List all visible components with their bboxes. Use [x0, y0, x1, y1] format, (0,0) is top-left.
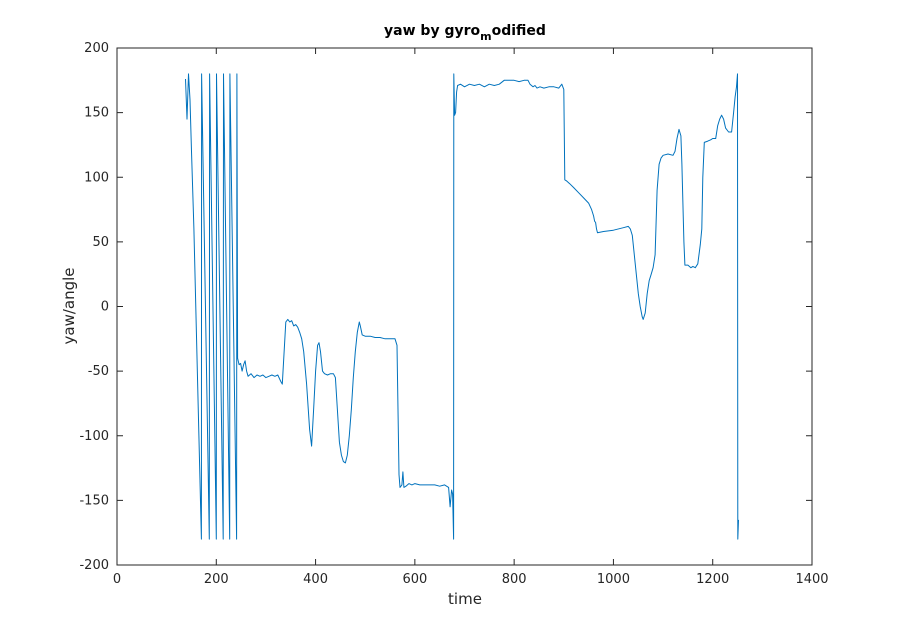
y-tick-label: 0 — [101, 300, 109, 315]
x-tick-label: 0 — [113, 572, 121, 587]
series — [185, 73, 739, 540]
x-axis-label: time — [448, 590, 482, 608]
y-tick-label: -150 — [79, 493, 109, 508]
y-tick-label: -100 — [79, 429, 109, 444]
chart-title-main: yaw by gyro — [384, 23, 480, 39]
y-tick-label: 100 — [84, 170, 109, 185]
plot-area — [116, 47, 813, 566]
axes-box — [116, 47, 813, 566]
x-tick-label: 800 — [502, 572, 527, 587]
x-tick-label: 400 — [303, 572, 328, 587]
y-tick-label: 50 — [92, 235, 109, 250]
y-tick-label: 150 — [84, 106, 109, 121]
x-tick-label: 600 — [402, 572, 427, 587]
x-tick-label: 1000 — [597, 572, 630, 587]
x-tick-label: 1200 — [696, 572, 729, 587]
ticks: 0 200 400 600 800 1000 1200 1400-200-150-100-50… — [79, 41, 828, 587]
y-axis-label: yaw/angle — [60, 267, 78, 344]
series-line — [185, 73, 739, 540]
y-tick-label: 200 — [84, 41, 109, 56]
chart-title: yaw by gyromodified — [384, 23, 546, 43]
x-tick-label: 1400 — [795, 572, 828, 587]
chart-title-subscript: m — [480, 30, 491, 43]
chart-title-suffix: odified — [492, 23, 546, 39]
x-tick-label: 200 — [204, 572, 229, 587]
y-tick-label: -50 — [88, 364, 109, 379]
y-tick-label: -200 — [79, 558, 109, 573]
